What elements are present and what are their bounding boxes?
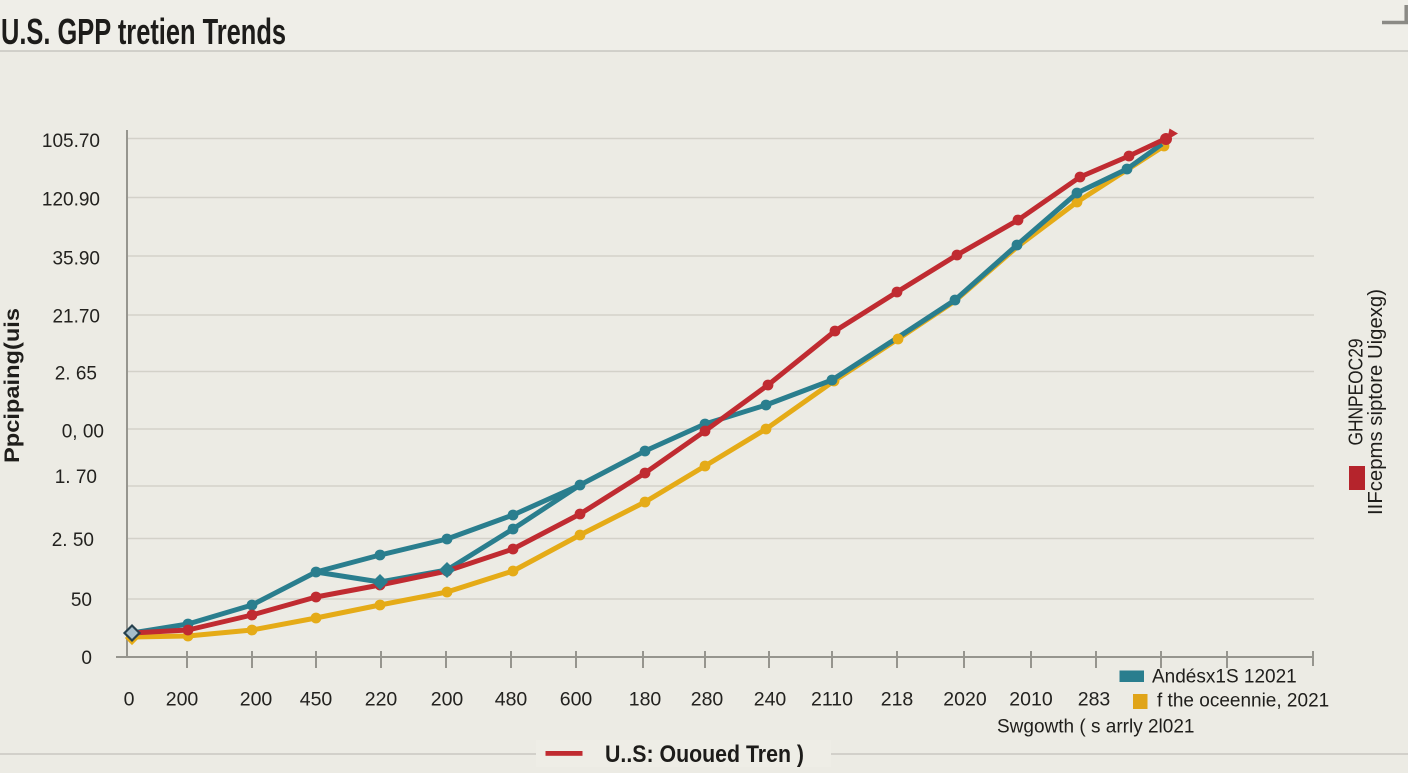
svg-text:200: 200 — [240, 689, 273, 711]
svg-text:U..S: Ououed Tren ): U..S: Ououed Tren ) — [605, 741, 804, 768]
svg-text:GHNPEOC29: GHNPEOC29 — [1345, 339, 1368, 446]
svg-text:IIFcepms siptore Uigexg): IIFcepms siptore Uigexg) — [1365, 289, 1387, 515]
svg-text:1. 70: 1. 70 — [55, 467, 97, 488]
svg-text:2010: 2010 — [1009, 689, 1053, 711]
svg-text:2. 65: 2. 65 — [55, 363, 97, 384]
svg-text:283: 283 — [1078, 689, 1111, 711]
svg-text:Ppcipaing(uis: Ppcipaing(uis — [1, 308, 24, 463]
svg-text:0: 0 — [81, 648, 92, 669]
svg-text:0, 00: 0, 00 — [62, 421, 104, 442]
svg-text:2110: 2110 — [811, 689, 853, 711]
svg-text:50: 50 — [71, 590, 92, 611]
svg-text:Andésx1S 12021: Andésx1S 12021 — [1152, 666, 1297, 687]
svg-text:120.90: 120.90 — [42, 189, 100, 210]
svg-text:U.S. GPP tretien Trends: U.S. GPP tretien Trends — [1, 11, 286, 52]
svg-text:2020: 2020 — [943, 689, 987, 711]
svg-text:480: 480 — [495, 689, 528, 711]
svg-text:180: 180 — [629, 689, 662, 711]
svg-text:240: 240 — [754, 689, 787, 711]
svg-text:200: 200 — [166, 689, 199, 711]
svg-text:600: 600 — [560, 689, 593, 711]
svg-text:450: 450 — [300, 689, 333, 711]
svg-text:21.70: 21.70 — [52, 306, 100, 327]
svg-text:0: 0 — [124, 689, 135, 711]
svg-text:200: 200 — [431, 689, 464, 711]
svg-text:105.70: 105.70 — [42, 131, 100, 152]
svg-text:f the oceennie, 2021: f the oceennie, 2021 — [1157, 691, 1329, 712]
svg-text:Swgowth ( s arrly 2l021: Swgowth ( s arrly 2l021 — [997, 717, 1194, 738]
svg-text:218: 218 — [881, 689, 914, 711]
svg-text:2. 50: 2. 50 — [52, 530, 94, 551]
svg-text:35.90: 35.90 — [52, 248, 100, 269]
svg-text:220: 220 — [365, 689, 398, 711]
svg-text:280: 280 — [691, 689, 724, 711]
